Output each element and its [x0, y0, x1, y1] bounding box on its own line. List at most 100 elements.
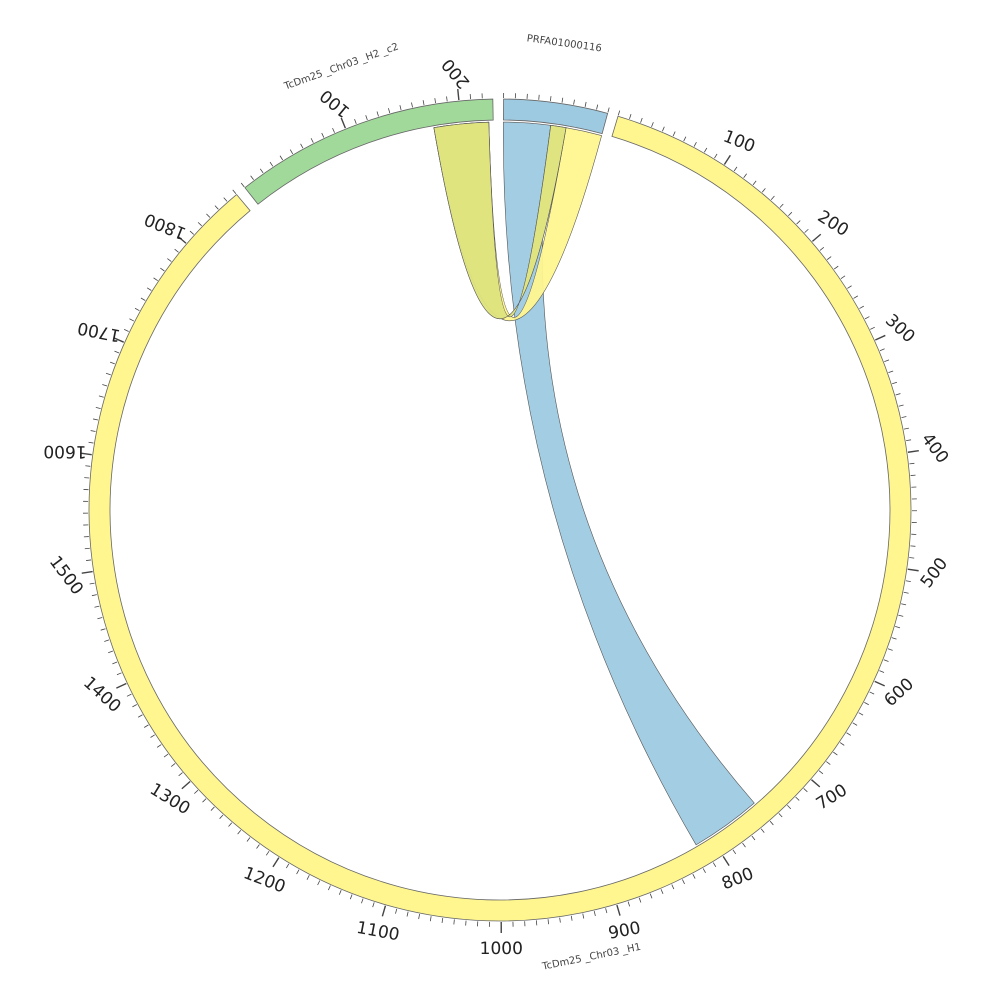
- tick-tcdm25-chr03-h1-1160: [318, 881, 320, 885]
- tick-tcdm25-chr03-h1-360: [899, 405, 904, 406]
- tick-tcdm25-chr03-h1-860: [661, 889, 663, 894]
- tick-tcdm25-chr03-h2-c2-130: [377, 112, 378, 117]
- tick-tcdm25-chr03-h1-30: [652, 122, 654, 127]
- tick-tcdm25-chr03-h1-1100: [382, 906, 385, 917]
- tick-tcdm25-chr03-h1-520: [904, 592, 909, 593]
- tick-tcdm25-chr03-h1-840: [682, 879, 684, 883]
- tick-tcdm25-chr03-h1-310: [880, 349, 885, 351]
- tick-tcdm25-chr03-h1-1220: [257, 844, 260, 848]
- tick-tcdm25-chr03-h1-270: [859, 306, 863, 308]
- tick-tcdm25-chr03-h1-1150: [328, 885, 330, 890]
- tick-tcdm25-chr03-h2-c2-170: [423, 100, 424, 105]
- tick-tcdm25-chr03-h1-1400: [116, 684, 126, 689]
- tick-tcdm25-chr03-h1-1710: [124, 329, 129, 331]
- tick-tcdm25-chr03-h1-590: [879, 671, 884, 673]
- tick-tcdm25-chr03-h2-c2-30: [270, 162, 273, 166]
- tick-tcdm25-chr03-h1-60: [684, 137, 686, 141]
- tick-tcdm25-chr03-h1-1750: [147, 288, 151, 291]
- tick-tcdm25-chr03-h1-880: [639, 898, 641, 903]
- tick-prfa01000116-80: [597, 105, 598, 110]
- tick-tcdm25-chr03-h1-550: [895, 626, 900, 627]
- tick-tcdm25-chr03-h1-1350: [151, 735, 155, 738]
- tick-tcdm25-chr03-h1-1810: [190, 231, 194, 234]
- tick-tcdm25-chr03-h1-1250: [229, 823, 232, 827]
- tick-tcdm25-chr03-h1-930: [583, 914, 584, 919]
- tick-tcdm25-chr03-h1-1110: [373, 902, 375, 907]
- tick-tcdm25-chr03-h1-1340: [157, 745, 161, 748]
- tick-tcdm25-chr03-h2-c2-0: [241, 183, 244, 187]
- tick-tcdm25-chr03-h1-1840: [215, 206, 218, 210]
- tick-label-tcdm25-chr03-h1-1200: 1200: [241, 863, 289, 897]
- tick-tcdm25-chr03-h1-580: [884, 660, 889, 662]
- tick-tcdm25-chr03-h1-180: [797, 221, 801, 224]
- tick-tcdm25-chr03-h1-1270: [211, 807, 214, 811]
- tick-tcdm25-chr03-h1-1070: [419, 914, 420, 919]
- tick-tcdm25-chr03-h1-250: [847, 286, 851, 289]
- tick-label-tcdm25-chr03-h1-1700: 1700: [76, 317, 122, 345]
- tick-tcdm25-chr03-h1-680: [826, 762, 830, 765]
- tick-tcdm25-chr03-h1-1730: [135, 308, 139, 310]
- tick-tcdm25-chr03-h1-1720: [129, 319, 133, 321]
- tick-tcdm25-chr03-h1-1050: [442, 918, 443, 923]
- tick-tcdm25-chr03-h1-1300: [182, 782, 190, 789]
- tick-tcdm25-chr03-h1-120: [744, 174, 747, 178]
- tick-tcdm25-chr03-h1-1420: [112, 662, 117, 664]
- tick-tcdm25-chr03-h1-1620: [91, 431, 96, 432]
- tick-tcdm25-chr03-h1-900: [617, 905, 620, 916]
- tick-tcdm25-chr03-h1-1680: [110, 362, 115, 364]
- tick-tcdm25-chr03-h1-1180: [297, 870, 299, 874]
- tick-tcdm25-chr03-h1-280: [865, 317, 869, 319]
- tick-tcdm25-chr03-h2-c2-120: [366, 115, 368, 120]
- tick-tcdm25-chr03-h2-c2-140: [388, 108, 389, 113]
- tick-tcdm25-chr03-h1-390: [906, 440, 911, 441]
- tick-tcdm25-chr03-h1-780: [743, 843, 746, 847]
- tick-tcdm25-chr03-h1-750: [770, 821, 773, 825]
- tick-tcdm25-chr03-h1-1760: [154, 278, 158, 281]
- tick-tcdm25-chr03-h1-770: [752, 836, 755, 840]
- tick-tcdm25-chr03-h1-1410: [117, 673, 122, 675]
- tick-prfa01000116-40: [550, 96, 551, 101]
- tick-label-tcdm25-chr03-h1-1400: 1400: [79, 673, 124, 717]
- tick-tcdm25-chr03-h2-c2-180: [435, 98, 436, 103]
- tick-tcdm25-chr03-h1-1450: [101, 629, 106, 630]
- tick-tcdm25-chr03-h1-1360: [144, 725, 148, 728]
- tick-tcdm25-chr03-h1-130: [753, 181, 756, 185]
- tick-prfa01000116-90: [608, 108, 609, 113]
- tick-tcdm25-chr03-h1-670: [833, 752, 837, 755]
- tick-tcdm25-chr03-h1-1320: [171, 763, 175, 766]
- tick-tcdm25-chr03-h1-730: [787, 805, 790, 809]
- tick-tcdm25-chr03-h1-330: [888, 371, 893, 373]
- tick-tcdm25-chr03-h1-230: [834, 266, 838, 269]
- tick-tcdm25-chr03-h1-620: [864, 702, 868, 704]
- tick-tcdm25-chr03-h1-20: [641, 118, 643, 123]
- tick-tcdm25-chr03-h1-740: [779, 813, 782, 817]
- tick-label-tcdm25-chr03-h1-900: 900: [607, 918, 643, 944]
- tick-tcdm25-chr03-h1-1610: [89, 442, 94, 443]
- tick-tcdm25-chr03-h1-1210: [266, 851, 269, 855]
- ticks-layer: 1002003004005006007008009001000110012001…: [43, 54, 952, 959]
- tick-tcdm25-chr03-h1-210: [820, 247, 824, 250]
- tick-label-tcdm25-chr03-h1-600: 600: [881, 674, 918, 711]
- tick-tcdm25-chr03-h1-1240: [238, 830, 241, 834]
- tick-tcdm25-chr03-h1-1670: [106, 373, 111, 375]
- tick-prfa01000116-60: [574, 100, 575, 105]
- tick-tcdm25-chr03-h1-560: [892, 638, 897, 640]
- tick-tcdm25-chr03-h1-660: [840, 743, 844, 746]
- tick-tcdm25-chr03-h1-530: [901, 604, 906, 605]
- tick-tcdm25-chr03-h1-40: [662, 127, 664, 132]
- tick-tcdm25-chr03-h1-1200: [273, 858, 279, 867]
- tick-tcdm25-chr03-h1-300: [875, 335, 885, 340]
- tick-tcdm25-chr03-h1-1280: [203, 799, 207, 803]
- tick-tcdm25-chr03-h1-830: [693, 874, 695, 878]
- sequence-label-prfa01000116: PRFA01000116: [526, 33, 602, 54]
- tick-label-tcdm25-chr03-h1-1800: 1800: [142, 208, 190, 243]
- tick-label-tcdm25-chr03-h1-1600: 1600: [43, 441, 86, 461]
- tick-tcdm25-chr03-h1-1640: [96, 407, 101, 408]
- tick-tcdm25-chr03-h1-1330: [164, 754, 168, 757]
- tick-tcdm25-chr03-h1-200: [812, 234, 820, 241]
- sequence-label-tcdm25-chr03-h1: TcDm25 _Chr03 _H1: [540, 942, 642, 973]
- tick-label-tcdm25-chr03-h1-100: 100: [720, 127, 758, 157]
- tick-tcdm25-chr03-h2-c2-40: [280, 156, 283, 160]
